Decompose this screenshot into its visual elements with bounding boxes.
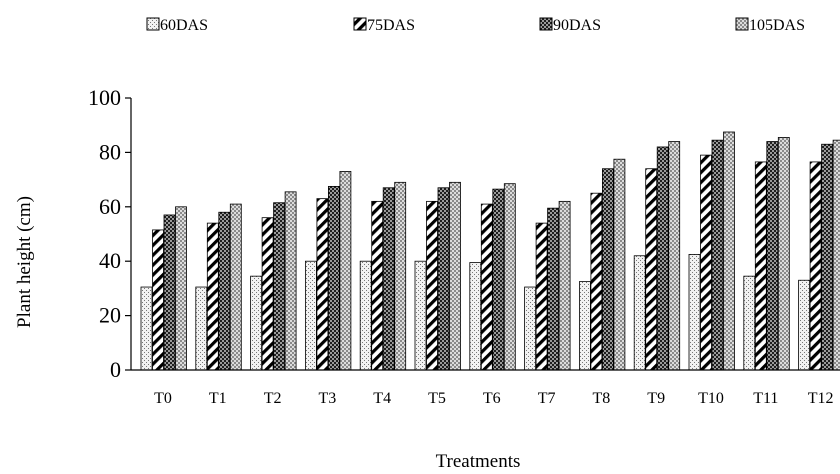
bar-105DAS-T0 [175,206,187,371]
legend-swatch-90DAS [539,17,553,31]
bar-90DAS-T12 [821,143,833,371]
bar-105DAS-T2 [284,191,297,371]
legend-label: 105DAS [749,17,805,34]
legend-label: 75DAS [367,17,415,34]
y-tick-label: 40 [99,248,121,273]
bar-60DAS-T7 [524,286,536,371]
bar-60DAS-T1 [195,286,208,371]
x-tick-label: T9 [647,390,665,407]
bar-60DAS-T6 [469,262,482,371]
x-tick-label: T2 [264,390,282,407]
bar-75DAS-T2 [261,217,274,371]
x-tick-label: T11 [753,390,778,407]
bar-90DAS-T4 [382,187,395,371]
x-axis-title: Treatments [436,451,521,472]
bars [140,131,840,371]
bar-105DAS-T5 [449,181,461,371]
bar-60DAS-T10 [688,253,701,371]
bar-105DAS-T9 [668,141,681,371]
bar-60DAS-T4 [359,260,372,371]
bar-75DAS-T9 [645,168,658,371]
bar-75DAS-T1 [206,222,219,371]
legend-label: 90DAS [553,17,601,34]
bar-105DAS-T7 [558,200,571,371]
bar-75DAS-T3 [316,198,329,371]
bar-75DAS-T5 [426,200,438,371]
y-tick-label: 100 [88,85,121,110]
x-tick-label: T6 [483,390,501,407]
bar-105DAS-T11 [777,137,790,371]
bar-75DAS-T12 [809,161,822,371]
bar-75DAS-T10 [700,154,712,371]
x-tick-label: T12 [808,390,834,407]
bar-60DAS-T9 [633,255,646,371]
bar-90DAS-T9 [656,146,669,371]
legend-swatch-75DAS [353,17,367,31]
bar-75DAS-T0 [152,229,164,371]
bar-90DAS-T5 [437,187,450,371]
x-tick-label: T1 [209,390,227,407]
bar-105DAS-T3 [339,171,352,371]
legend-label: 60DAS [160,17,208,34]
bar-105DAS-T12 [832,139,840,371]
y-tick-label: 20 [99,303,121,328]
bar-105DAS-T10 [723,131,735,371]
bar-75DAS-T8 [590,192,603,371]
bar-105DAS-T6 [503,183,516,371]
y-tick-label: 80 [99,139,121,164]
bar-60DAS-T5 [414,260,427,371]
legend: 60DAS 75DAS 90DAS 105DAS [146,17,805,34]
legend-swatch-105DAS [735,17,749,31]
bar-90DAS-T0 [163,214,176,371]
y-tick-label: 60 [99,194,121,219]
x-tick-label: T4 [373,390,391,407]
x-tick-label: T7 [538,390,556,407]
bar-75DAS-T11 [754,161,767,371]
bar-60DAS-T8 [579,281,591,371]
x-axis-tick-labels: T0 T1 T2 T3 T4 T5 T6 T7 T8 T9 T10 T11 T12 [154,390,833,407]
x-tick-label: T0 [154,390,172,407]
bar-75DAS-T6 [480,203,493,371]
bar-90DAS-T7 [547,207,559,371]
bar-90DAS-T11 [766,141,779,371]
bar-105DAS-T1 [229,203,242,371]
x-tick-label: T5 [428,390,446,407]
legend-swatch-60DAS [146,17,160,31]
bar-75DAS-T4 [371,200,384,371]
x-tick-label: T8 [593,390,611,407]
x-tick-label: T3 [319,390,337,407]
bar-60DAS-T11 [743,275,756,371]
y-axis-title: Plant height (cm) [14,196,35,328]
bar-90DAS-T2 [273,202,286,371]
bar-105DAS-T8 [613,158,626,371]
bar-90DAS-T3 [327,185,340,371]
bar-90DAS-T10 [711,139,724,371]
bar-90DAS-T1 [218,211,231,371]
bar-75DAS-T7 [535,222,548,371]
x-tick-label: T10 [698,390,724,407]
bar-60DAS-T3 [304,260,317,371]
bar-90DAS-T6 [492,188,505,371]
bar-60DAS-T12 [798,279,810,371]
bar-90DAS-T8 [602,168,614,371]
bar-60DAS-T2 [250,275,263,371]
y-tick-label: 0 [110,357,121,382]
bar-60DAS-T0 [140,286,153,371]
y-axis-ticks: 0 20 40 60 80 100 [88,85,131,382]
bar-105DAS-T4 [394,181,407,371]
